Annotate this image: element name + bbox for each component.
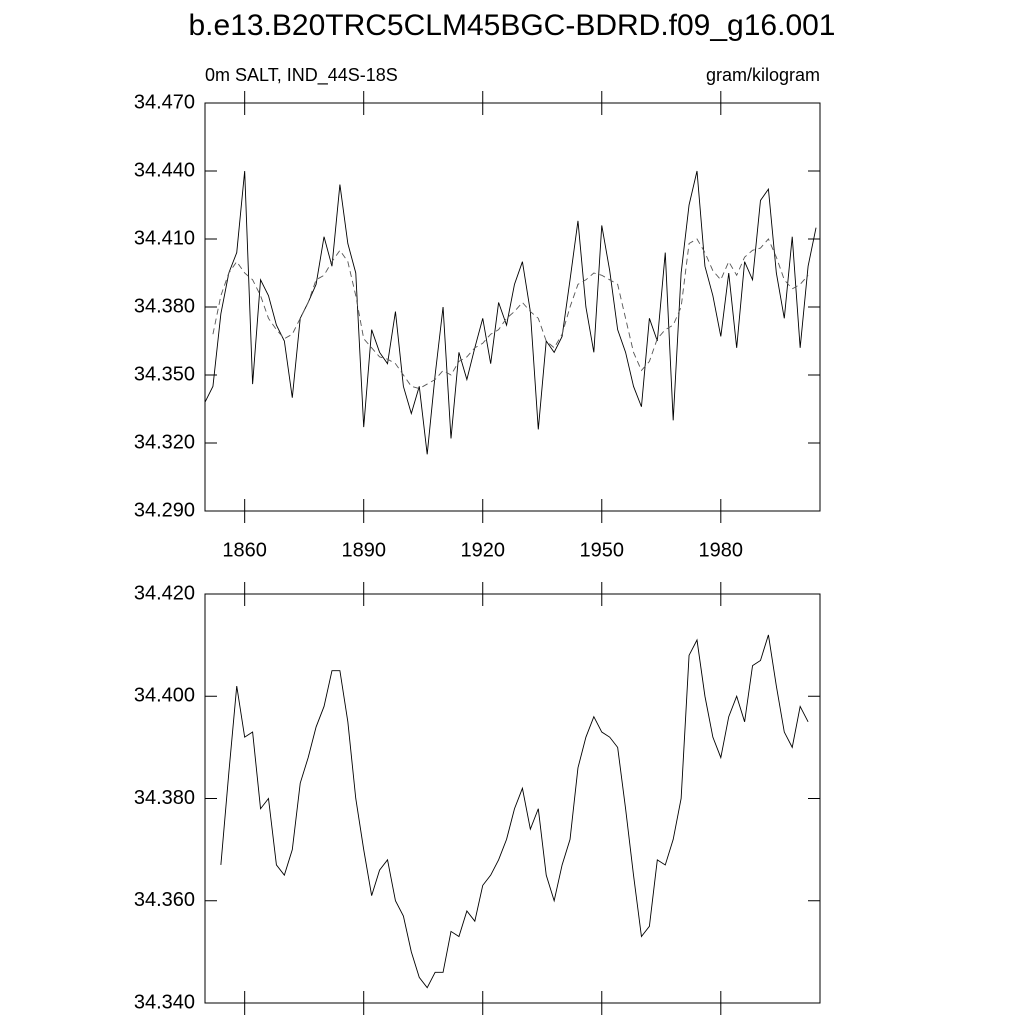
y-tick-label: 34.380 [134,787,195,809]
y-tick-label: 34.380 [134,295,195,317]
x-tick-label: 1890 [341,539,386,561]
y-tick-label: 34.320 [134,431,195,453]
data-line [212,238,809,390]
chart-title: b.e13.B20TRC5CLM45BGC-BDRD.f09_g16.001 [188,9,835,42]
y-tick-label: 34.470 [134,91,195,113]
data-line [204,170,817,455]
subtitle: 0m SALT, IND_44S-18S [205,65,398,86]
data-line [220,634,809,989]
x-tick-label: 1920 [460,539,505,561]
plot-frame [204,102,821,512]
x-tick-label: 1950 [580,539,625,561]
plot-frame [204,593,821,1004]
y-tick-label: 34.410 [134,227,195,249]
y-tick-label: 34.420 [134,582,195,604]
y-tick-label: 34.350 [134,363,195,385]
y-tick-label: 34.290 [134,499,195,521]
y-tick-label: 34.400 [134,685,195,707]
y-tick-label: 34.360 [134,889,195,911]
y-tick-label: 34.440 [134,159,195,181]
x-tick-label: 1860 [222,539,267,561]
y-tick-label: 34.340 [134,991,195,1013]
units: gram/kilogram [706,65,820,85]
x-tick-label: 1980 [699,539,744,561]
